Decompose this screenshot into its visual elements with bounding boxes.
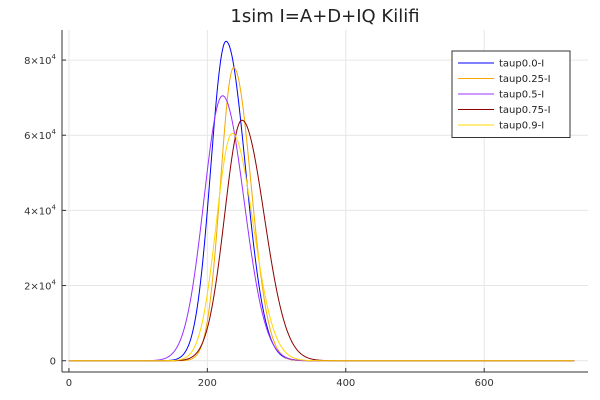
- y-tick-label-4: 8×104: [24, 53, 56, 67]
- series-lines: [68, 40, 575, 362]
- legend-label-2: taup0.5-I: [499, 90, 544, 101]
- chart-title: 1sim I=A+D+IQ Kilifi: [230, 6, 419, 27]
- axes: [61, 30, 588, 373]
- legend-label-0: taup0.0-I: [499, 59, 544, 70]
- x-tick-label-2: 400: [336, 378, 355, 389]
- x-tick-label-1: 200: [198, 378, 217, 389]
- legend-label-3: taup0.75-I: [499, 105, 551, 116]
- legend-label-1: taup0.25-I: [499, 74, 551, 85]
- y-tick-label-1: 2×104: [24, 279, 56, 293]
- tick-labels: 0 200 400 600 0 2×104 4×104 6×104 8×104: [24, 53, 494, 389]
- y-tick-label-2: 4×104: [24, 203, 56, 217]
- x-tick-label-0: 0: [66, 378, 72, 389]
- y-tick-label-0: 0: [50, 357, 56, 368]
- x-tick-label-3: 600: [475, 378, 494, 389]
- legend-label-4: taup0.9-I: [499, 121, 544, 132]
- y-tick-label-3: 6×104: [24, 128, 56, 142]
- series-line-4: [68, 132, 575, 362]
- legend: taup0.0-I taup0.25-I taup0.5-I taup0.75-I ta…: [451, 50, 571, 138]
